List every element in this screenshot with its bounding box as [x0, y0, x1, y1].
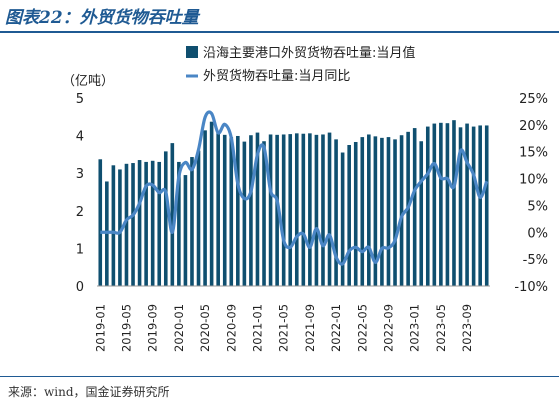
- x-tick-label: 2019-05: [119, 304, 133, 352]
- bar-2022-10: [393, 139, 397, 286]
- yoy-line: [100, 110, 489, 266]
- x-tick-label: 2023-05: [434, 304, 448, 352]
- title-divider: [0, 31, 559, 33]
- x-tick-label: 2023-09: [460, 304, 474, 352]
- bar-2021-04: [275, 134, 279, 286]
- bar-2020-09: [229, 137, 234, 286]
- x-tick-label: 2020-05: [198, 304, 212, 352]
- bar-2019-11: [163, 151, 168, 286]
- bar-2021-03: [268, 134, 273, 286]
- bar-2022-08: [380, 137, 384, 286]
- bar-2021-10: [314, 134, 319, 286]
- x-tick-label: 2021-05: [277, 304, 291, 352]
- bar-2023-06: [445, 123, 450, 286]
- bar-2019-06: [131, 163, 135, 286]
- bar-2021-06: [288, 134, 293, 286]
- x-tick-label: 2022-09: [381, 304, 395, 352]
- bar-2020-07: [216, 132, 220, 286]
- bar-2022-02: [340, 152, 345, 286]
- bar-2021-07: [294, 133, 299, 286]
- x-tick-label: 2020-01: [172, 304, 186, 352]
- bar-2021-09: [308, 133, 312, 286]
- bar-2023-10: [471, 126, 476, 287]
- y-left-tick-label: 4: [76, 130, 84, 145]
- bar-2023-04: [432, 123, 437, 287]
- bar-2023-08: [458, 127, 463, 286]
- bar-2023-01: [412, 128, 417, 286]
- y-left-tick-label: 0: [76, 280, 84, 295]
- x-tick-label: 2022-01: [329, 304, 343, 352]
- x-tick-label: 2021-01: [250, 304, 264, 352]
- bar-2021-12: [327, 132, 332, 286]
- y-right-tick-label: 5%: [527, 199, 548, 214]
- bar-2020-05: [203, 130, 207, 286]
- bar-2020-06: [209, 121, 214, 286]
- bar-2021-02: [262, 141, 266, 286]
- footer-divider: [0, 376, 559, 377]
- source-note: 来源：wind，国金证券研究所: [8, 385, 170, 399]
- bar-2019-09: [150, 160, 155, 286]
- bar-2023-03: [425, 126, 430, 287]
- bar-2023-02: [419, 141, 424, 286]
- bar-2020-03: [190, 157, 194, 286]
- bar-2021-05: [281, 134, 286, 286]
- x-tick-label: 2019-09: [146, 304, 160, 352]
- bar-2022-09: [386, 137, 391, 286]
- x-tick-label: 2022-05: [355, 304, 369, 352]
- y-left-tick-label: 3: [76, 167, 84, 182]
- bar-2019-01: [98, 159, 103, 286]
- x-tick-label: 2020-09: [224, 304, 238, 352]
- bar-2023-05: [439, 122, 443, 286]
- y-axis-label-left: （亿吨）: [62, 74, 114, 89]
- y-right-tick-label: 15%: [519, 146, 548, 161]
- y-left-tick-label: 5: [76, 92, 84, 107]
- bar-2021-01: [255, 132, 260, 286]
- x-tick-label: 2023-01: [408, 304, 422, 352]
- bar-2020-10: [236, 135, 240, 286]
- bar-2022-03: [347, 145, 351, 286]
- bar-2022-05: [360, 137, 365, 286]
- y-right-tick-label: -10%: [514, 280, 548, 295]
- bar-2019-10: [157, 161, 162, 286]
- bar-2022-11: [399, 135, 404, 286]
- bar-2019-08: [144, 161, 148, 286]
- bar-2019-05: [124, 163, 129, 286]
- bar-2022-01: [334, 139, 338, 286]
- legend: 沿海主要港口外贸货物吞吐量:当月值 外贸货物吞吐量:当月同比: [186, 45, 415, 84]
- bar-2019-12: [170, 143, 175, 286]
- y-right-tick-label: 25%: [519, 92, 548, 107]
- bar-2020-11: [242, 141, 247, 286]
- bar-2020-08: [222, 134, 227, 286]
- bar-2020-04: [196, 150, 201, 286]
- bar-2023-09: [465, 123, 469, 287]
- x-tick-label: 2019-01: [93, 304, 107, 352]
- bar-2020-02: [183, 175, 188, 286]
- legend-bar-swatch: [186, 46, 198, 58]
- bar-2019-04: [118, 169, 122, 286]
- bar-2019-07: [137, 160, 142, 286]
- bar-2023-07: [452, 120, 456, 287]
- y-left-tick-label: 1: [76, 242, 84, 257]
- x-tick-label: 2021-09: [303, 304, 317, 352]
- plot-area: 0 1 2 3 4 5 -10% -5% 0% 5% 10% 15% 20% 25% 2019-01 2019…: [76, 92, 548, 352]
- figure-title: 图表22：外贸货物吞吐量: [5, 8, 199, 28]
- y-right-tick-label: -5%: [523, 253, 548, 268]
- bar-2021-11: [321, 134, 325, 286]
- bar-2022-07: [373, 136, 378, 286]
- y-right-tick-label: 0%: [527, 226, 548, 241]
- bar-2021-08: [301, 133, 306, 286]
- bar-2020-12: [249, 135, 253, 286]
- bar-2022-04: [353, 141, 358, 286]
- legend-bar-label: 沿海主要港口外贸货物吞吐量:当月值: [203, 45, 415, 61]
- y-right-tick-label: 10%: [519, 173, 548, 188]
- bar-2023-12: [484, 125, 489, 286]
- bar-2020-01: [177, 161, 181, 286]
- bar-2022-06: [367, 134, 371, 286]
- y-right-tick-label: 20%: [519, 119, 548, 134]
- bar-2019-03: [111, 165, 116, 286]
- legend-line-label: 外贸货物吞吐量:当月同比: [203, 68, 350, 84]
- y-left-tick-label: 2: [76, 205, 84, 220]
- bar-2023-11: [478, 125, 482, 286]
